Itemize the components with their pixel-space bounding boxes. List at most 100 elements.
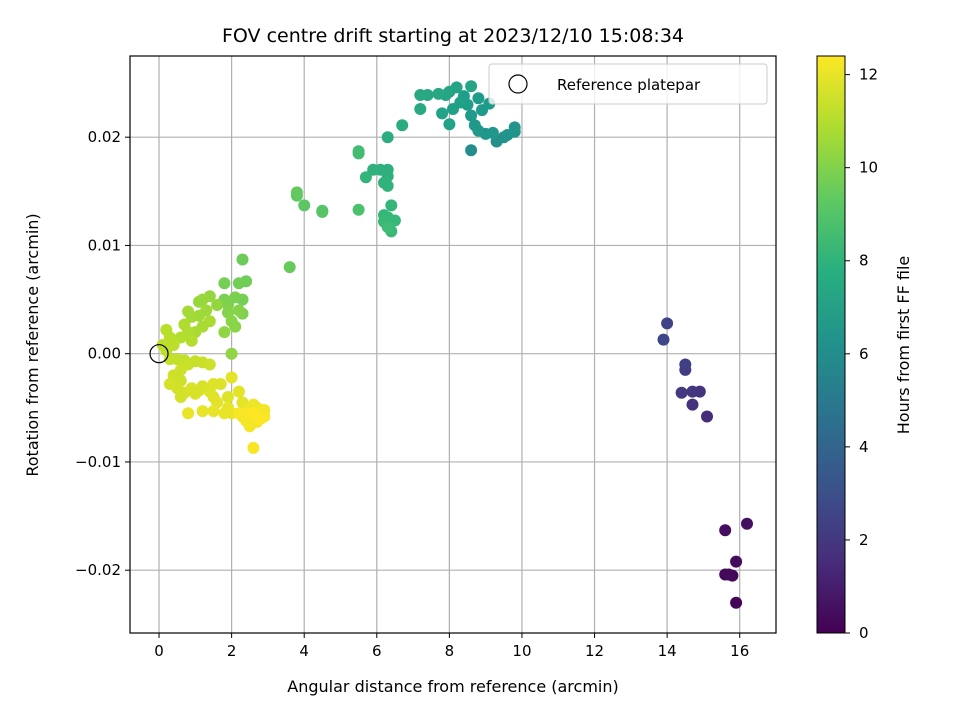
data-point <box>385 199 398 212</box>
data-point <box>316 204 329 217</box>
data-point <box>436 107 449 120</box>
x-axis: 0 2 4 6 8 10 12 14 16 <box>154 633 749 660</box>
x-axis-label: Angular distance from reference (arcmin) <box>287 677 618 696</box>
colorbar-tick-label: 4 <box>859 438 869 456</box>
data-point <box>501 129 514 141</box>
colorbar-tick-label: 8 <box>859 252 869 270</box>
data-point <box>214 378 227 390</box>
data-point <box>290 186 303 199</box>
y-tick-label: 0.00 <box>88 345 121 363</box>
colorbar-tick-label: 12 <box>859 66 878 84</box>
data-point <box>232 304 245 317</box>
data-point <box>174 391 187 403</box>
data-point <box>178 318 191 331</box>
data-point <box>396 119 409 132</box>
data-point <box>447 103 459 115</box>
data-point <box>686 385 699 398</box>
data-point <box>182 305 195 318</box>
colorbar-tick-label: 10 <box>859 159 878 177</box>
data-point <box>211 299 224 311</box>
data-point <box>182 407 195 420</box>
data-point <box>381 179 394 192</box>
chart-title: FOV centre drift starting at 2023/12/10 … <box>222 25 684 47</box>
reference-marker <box>149 344 169 364</box>
colorbar-gradient <box>816 55 846 634</box>
colorbar: 0 2 4 6 8 10 12 Hours from first FF file <box>816 55 913 642</box>
data-point <box>193 295 205 308</box>
data-point <box>232 385 245 398</box>
data-point <box>414 89 427 101</box>
y-tick-label: −0.02 <box>75 561 121 579</box>
data-point <box>661 317 674 330</box>
data-point <box>247 441 260 454</box>
data-point <box>730 555 743 568</box>
data-point <box>675 386 688 399</box>
x-tick-label: 10 <box>512 642 531 660</box>
data-point <box>722 568 735 581</box>
legend-marker <box>508 74 528 94</box>
data-point <box>254 412 267 425</box>
data-point <box>193 384 205 397</box>
legend-box <box>488 63 768 105</box>
reference-layer <box>149 344 169 364</box>
data-point <box>450 81 463 94</box>
data-point <box>207 405 220 418</box>
y-tick-label: 0.01 <box>88 236 121 254</box>
data-point <box>218 277 231 290</box>
data-point <box>222 391 234 403</box>
data-point <box>443 118 456 131</box>
legend-label: Reference platepar <box>557 76 701 94</box>
data-point <box>465 144 478 157</box>
data-point <box>468 119 481 132</box>
data-point <box>232 277 245 290</box>
legend: Reference platepar <box>488 63 768 105</box>
colorbar-tick-label: 0 <box>859 624 869 642</box>
data-point <box>352 203 365 216</box>
data-point <box>225 347 238 360</box>
plot-frame <box>129 55 777 634</box>
x-tick-label: 8 <box>445 642 455 660</box>
data-point <box>236 253 249 266</box>
data-point <box>283 261 296 274</box>
data-point <box>218 326 231 339</box>
x-tick-label: 4 <box>299 642 309 660</box>
colorbar-tick-label: 6 <box>859 345 869 363</box>
data-point <box>472 92 485 105</box>
data-point <box>465 109 478 122</box>
data-point <box>679 358 692 371</box>
data-point <box>381 221 394 233</box>
data-point <box>229 291 242 304</box>
x-tick-label: 0 <box>154 642 164 660</box>
data-point <box>432 87 445 100</box>
x-tick-label: 14 <box>658 642 677 660</box>
data-point <box>174 331 187 344</box>
x-tick-label: 6 <box>372 642 382 660</box>
data-point <box>465 80 478 93</box>
x-tick-label: 12 <box>585 642 604 660</box>
data-point <box>657 333 670 346</box>
data-point <box>730 596 743 609</box>
data-point <box>508 121 521 134</box>
y-tick-label: −0.01 <box>75 453 121 471</box>
data-point <box>381 131 394 144</box>
colorbar-tick-label: 2 <box>859 531 869 549</box>
data-point <box>352 147 365 160</box>
data-point <box>359 171 372 184</box>
data-points <box>156 80 753 609</box>
data-point <box>218 407 231 420</box>
data-point <box>185 334 198 347</box>
data-point <box>414 103 427 115</box>
data-point <box>196 405 209 418</box>
data-point <box>229 320 242 333</box>
colorbar-label: Hours from first FF file <box>894 256 913 435</box>
data-point <box>719 524 732 537</box>
data-point <box>686 398 699 411</box>
colorbar-ticks: 0 2 4 6 8 10 12 <box>845 66 878 642</box>
data-point <box>203 358 216 371</box>
y-axis-label: Rotation from reference (arcmin) <box>23 213 42 476</box>
y-tick-label: 0.02 <box>88 128 121 146</box>
data-point <box>741 517 753 530</box>
data-point <box>298 199 311 212</box>
